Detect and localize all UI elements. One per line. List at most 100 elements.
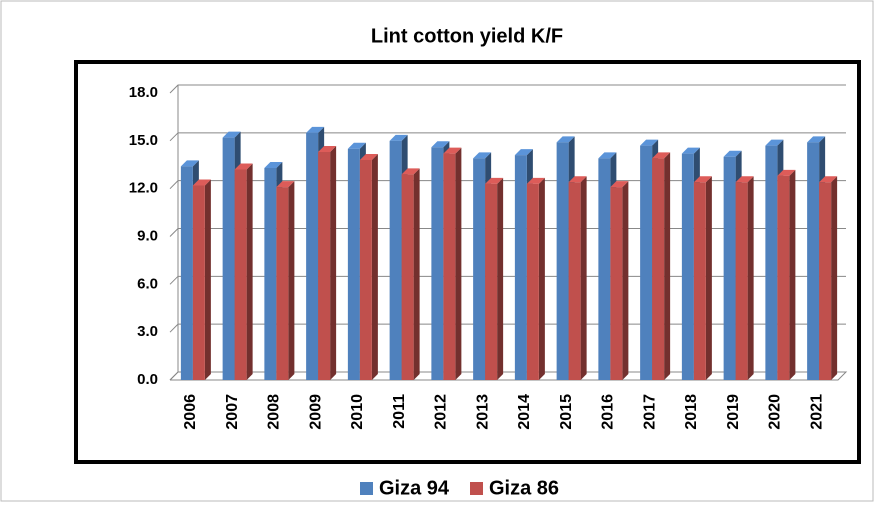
bar-top (514, 149, 533, 156)
bar-side (789, 169, 796, 380)
y-tick-label: 6.0 (137, 275, 158, 292)
bar-top (318, 145, 337, 152)
x-tick-label: 2018 (683, 394, 700, 430)
bar-front (234, 169, 247, 380)
bar-front (735, 182, 748, 380)
x-tick-label: 2017 (641, 394, 658, 430)
bar-front (681, 153, 694, 380)
bar-front (819, 182, 832, 380)
bar-top (598, 152, 617, 159)
x-tick-label: 2008 (266, 394, 283, 430)
bar-front (222, 137, 235, 380)
x-tick-label: 2020 (767, 394, 784, 430)
bar-top (306, 126, 325, 133)
bar-top (180, 160, 199, 167)
bar (318, 145, 337, 380)
bar-front (192, 185, 205, 380)
bar-front (401, 174, 414, 380)
bar (234, 163, 253, 380)
y-tick-label: 9.0 (137, 227, 158, 244)
bar-top (723, 150, 742, 157)
bar-top (443, 147, 462, 154)
grid-line (169, 180, 846, 190)
bar-top (389, 134, 408, 141)
bar-front (485, 183, 498, 380)
y-tick-label: 3.0 (137, 323, 158, 340)
x-tick-label: 2021 (808, 394, 825, 430)
bar-front (693, 182, 706, 380)
bar-top (347, 142, 366, 149)
bar-front (347, 148, 360, 380)
bar-top (473, 152, 492, 159)
x-tick-label: 2009 (307, 394, 324, 430)
bar-side (831, 176, 838, 380)
bar-front (807, 142, 820, 380)
bar-front (568, 182, 581, 380)
x-tick-label: 2012 (433, 394, 450, 430)
legend-label: Giza 94 (379, 477, 450, 499)
bar-side (747, 176, 754, 380)
bar (276, 181, 295, 380)
bar (652, 152, 671, 380)
bar-top (526, 177, 545, 184)
bar-front (723, 156, 736, 380)
x-tick-label: 2006 (182, 394, 199, 430)
bar (401, 168, 420, 380)
bar-top (681, 147, 700, 154)
bar-side (371, 153, 378, 380)
legend-swatch (470, 482, 483, 495)
bar-top (693, 176, 712, 183)
bar-top (640, 139, 659, 146)
bar (443, 147, 462, 380)
bar-side (288, 181, 295, 380)
y-tick-label: 18.0 (129, 84, 158, 101)
bar (777, 169, 796, 380)
bar-front (777, 175, 790, 380)
chart-title: Lint cotton yield K/F (371, 25, 563, 47)
bar-side (204, 179, 211, 380)
bar (568, 176, 587, 380)
bar-top (765, 139, 784, 146)
bar-side (455, 147, 462, 380)
x-tick-label: 2013 (474, 394, 491, 430)
bar-top (610, 181, 629, 188)
bar (359, 153, 378, 380)
bar-side (413, 168, 420, 380)
bar-side (664, 152, 671, 380)
bar (735, 176, 754, 380)
x-tick-label: 2014 (516, 394, 533, 430)
bar-side (622, 181, 629, 380)
y-tick-label: 15.0 (129, 132, 158, 149)
bar-front (318, 151, 331, 380)
bar-front (276, 187, 289, 380)
y-tick-label: 12.0 (129, 180, 158, 197)
bar-top (485, 177, 504, 184)
bar-side (705, 176, 712, 380)
bar-front (598, 158, 611, 380)
bar-top (276, 181, 295, 188)
bar-top (192, 179, 211, 186)
bar-front (640, 145, 653, 380)
bar-top (807, 136, 826, 143)
y-tick-label: 0.0 (137, 371, 158, 388)
bar (192, 179, 211, 380)
grid-line (169, 84, 846, 94)
bar (819, 176, 838, 380)
bar-top (359, 153, 378, 160)
x-tick-label: 2011 (391, 394, 408, 429)
bar-top (264, 161, 283, 168)
bar-front (652, 158, 665, 380)
bar-front (443, 153, 456, 380)
bar-front (473, 158, 486, 380)
bar-front (765, 145, 778, 380)
bar (693, 176, 712, 380)
bar-front (431, 147, 444, 380)
legend-swatch (360, 482, 373, 495)
bar-top (652, 152, 671, 159)
bar-side (330, 145, 337, 380)
bar (610, 181, 629, 380)
bar-top (431, 141, 450, 148)
bar-front (264, 167, 277, 380)
bar-top (819, 176, 838, 183)
